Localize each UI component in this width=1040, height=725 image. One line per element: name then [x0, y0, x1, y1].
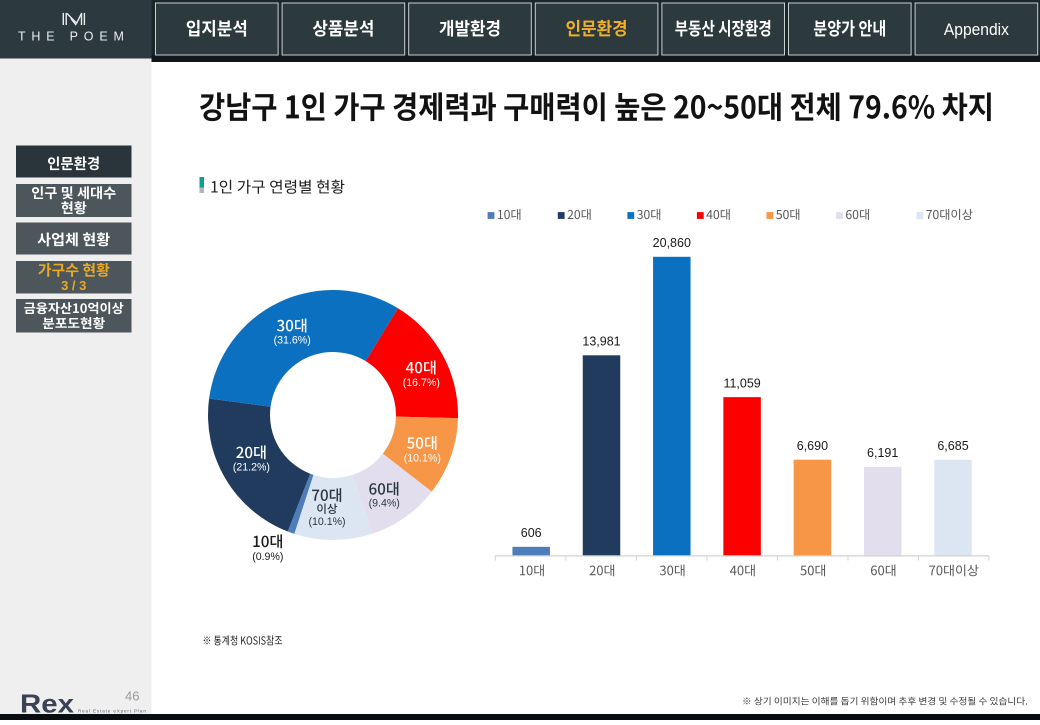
svg-text:THE POEM: THE POEM — [18, 30, 130, 44]
svg-text:(10.1%): (10.1%) — [404, 453, 441, 465]
svg-text:(16.7%): (16.7%) — [403, 377, 440, 389]
svg-text:Appendix: Appendix — [944, 21, 1010, 39]
svg-text:(21.2%): (21.2%) — [233, 462, 270, 474]
svg-text:(9.4%): (9.4%) — [369, 498, 400, 510]
svg-text:Real Estate eXpert Plan: Real Estate eXpert Plan — [78, 708, 147, 713]
svg-text:6,685: 6,685 — [937, 439, 968, 453]
svg-text:20,860: 20,860 — [653, 236, 691, 250]
svg-text:46: 46 — [125, 689, 139, 704]
svg-text:(10.1%): (10.1%) — [308, 516, 345, 528]
svg-text:13,981: 13,981 — [582, 335, 620, 349]
svg-text:11,059: 11,059 — [723, 376, 760, 390]
svg-text:6,191: 6,191 — [867, 446, 898, 460]
svg-text:3 / 3: 3 / 3 — [61, 278, 86, 293]
svg-text:(0.9%): (0.9%) — [252, 551, 283, 563]
svg-text:606: 606 — [521, 526, 542, 540]
svg-text:6,690: 6,690 — [797, 439, 828, 453]
svg-text:(31.6%): (31.6%) — [274, 335, 311, 347]
